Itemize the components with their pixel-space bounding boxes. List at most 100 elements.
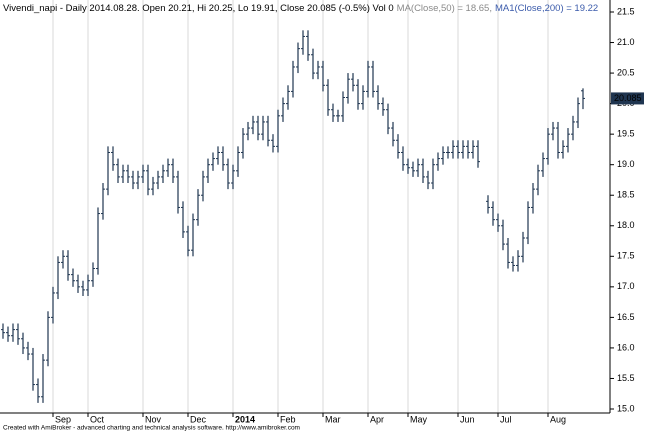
ohlc-bar xyxy=(26,341,30,361)
ohlc-bar xyxy=(246,121,250,141)
ohlc-bar xyxy=(71,268,75,287)
y-tick-label: 16.5 xyxy=(617,312,635,322)
ohlc-bar xyxy=(296,42,300,74)
ohlc-bar xyxy=(436,152,440,171)
ohlc-bar xyxy=(276,109,280,153)
ohlc-bar xyxy=(496,213,500,232)
ohlc-bar xyxy=(551,121,555,141)
y-tick-label: 15.5 xyxy=(617,373,635,383)
ohlc-bar xyxy=(61,250,65,269)
last-price-box xyxy=(611,92,644,105)
ohlc-bar xyxy=(151,176,155,196)
ohlc-bar xyxy=(286,85,290,110)
ohlc-bar xyxy=(51,286,55,324)
ohlc-bar xyxy=(241,128,245,159)
ohlc-bar xyxy=(516,250,520,272)
ma200-label: MA1(Close,200) = 19.22 xyxy=(495,3,598,14)
ohlc-bar xyxy=(361,85,365,110)
ohlc-bar xyxy=(161,164,165,184)
ohlc-bar xyxy=(56,256,60,300)
ohlc-bar xyxy=(251,115,255,135)
x-tick-label: Oct xyxy=(90,414,105,424)
ohlc-bar xyxy=(106,146,110,196)
ohlc-bar xyxy=(521,231,525,263)
y-tick-label: 21.0 xyxy=(617,37,635,47)
ohlc-bar xyxy=(466,140,470,159)
ohlc-bar xyxy=(231,164,235,190)
ohlc-bar xyxy=(166,158,170,177)
ohlc-bar xyxy=(1,323,5,339)
ohlc-bar xyxy=(141,164,145,184)
y-tick-label: 20.5 xyxy=(617,67,635,77)
x-tick-label: Feb xyxy=(280,414,296,424)
last-price-label: 20.085 xyxy=(614,93,642,103)
ohlc-bar xyxy=(486,195,490,214)
y-tick-label: 18.0 xyxy=(617,220,635,230)
ohlc-bar xyxy=(171,158,175,184)
x-tick-label: Sep xyxy=(55,414,71,424)
ohlc-bar xyxy=(256,115,260,141)
ohlc-bar xyxy=(506,237,510,269)
ohlc-bar xyxy=(331,103,335,122)
ohlc-bar xyxy=(136,170,140,190)
ohlc-bar xyxy=(116,158,120,184)
ohlc-bar xyxy=(511,256,515,272)
y-tick-label: 16.0 xyxy=(617,342,635,352)
ohlc-bar xyxy=(376,85,380,110)
ohlc-bar xyxy=(16,323,20,345)
ohlc-bar xyxy=(571,115,575,141)
ohlc-bar xyxy=(146,164,150,196)
ohlc-bar xyxy=(126,164,130,184)
ohlc-bar xyxy=(306,30,310,61)
ohlc-bar xyxy=(301,30,305,55)
x-tick-label: Jun xyxy=(460,414,475,424)
ohlc-bar xyxy=(326,79,330,116)
ohlc-bar xyxy=(201,170,205,202)
ohlc-bar xyxy=(76,274,80,293)
x-tick-label: Apr xyxy=(370,414,384,424)
ohlc-bar xyxy=(11,323,15,342)
ohlc-bar xyxy=(566,128,570,153)
ohlc-bar xyxy=(121,164,125,184)
ohlc-bar xyxy=(491,201,495,226)
ohlc-bar xyxy=(101,183,105,220)
ohlc-bar xyxy=(216,146,220,165)
ohlc-bar xyxy=(396,134,400,159)
ohlc-bar xyxy=(386,103,390,135)
ohlc-bar xyxy=(356,79,360,110)
ohlc-bar xyxy=(411,161,415,177)
y-tick-label: 21.5 xyxy=(617,6,635,16)
footer: Created with AmiBroker - advanced charti… xyxy=(3,425,300,432)
ohlc-bar xyxy=(546,128,550,165)
bars xyxy=(1,30,585,403)
ohlc-bar xyxy=(336,109,340,122)
ohlc-bar xyxy=(381,97,385,116)
ohlc-bar xyxy=(526,201,530,245)
ohlc-bar xyxy=(351,73,355,92)
ohlc-bar xyxy=(6,326,10,342)
ohlc-bar xyxy=(446,146,450,159)
y-tick-label: 18.5 xyxy=(617,190,635,200)
ohlc-bar xyxy=(576,97,580,129)
ohlc-bar xyxy=(91,262,95,287)
ohlc-bar xyxy=(236,146,240,177)
ohlc-bar xyxy=(131,170,135,190)
ohlc-bar xyxy=(96,207,100,275)
y-tick-label: 19.5 xyxy=(617,129,635,139)
ohlc-bar xyxy=(406,158,410,174)
ohlc-bar xyxy=(316,60,320,80)
ohlc-bar xyxy=(441,146,445,165)
y-tick-label: 17.5 xyxy=(617,251,635,261)
ohlc-bar xyxy=(206,158,210,184)
ohlc-bar xyxy=(561,140,565,159)
x-tick-label: Mar xyxy=(325,414,341,424)
ohlc-bar xyxy=(211,152,215,171)
ohlc-bar xyxy=(291,60,295,98)
ohlc-bar xyxy=(581,88,585,110)
ohlc-bar xyxy=(196,189,200,226)
ohlc-bar xyxy=(41,354,45,403)
ohlc-bar xyxy=(281,97,285,122)
ma50-label: MA(Close,50) = 18.65, xyxy=(397,3,492,14)
x-tick-label: Dec xyxy=(190,414,207,424)
